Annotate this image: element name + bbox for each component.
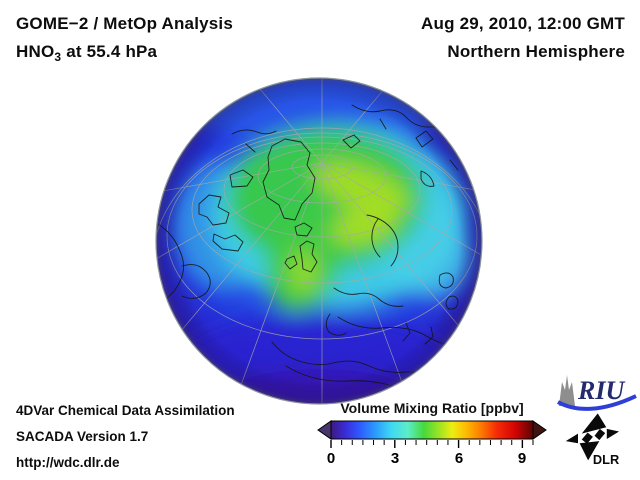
colorbar-tick-labels: 0 3 6 9 (316, 450, 548, 470)
datetime-label: Aug 29, 2010, 12:00 GMT (421, 14, 625, 33)
riu-label: RIU (577, 376, 625, 405)
globe-rim (155, 77, 483, 405)
colorbar-ticks (330, 440, 534, 448)
colorbar-overflow-arrow (532, 420, 547, 440)
globe-svg (155, 77, 483, 405)
species-level-title: HNO3 at 55.4 hPa (16, 42, 158, 64)
dlr-diamond-icon (565, 413, 620, 461)
instrument-title: GOME−2 / MetOp Analysis (16, 14, 234, 33)
colorbar-tick-label: 3 (390, 450, 400, 467)
colorbar-title: Volume Mixing Ratio [ppbv] (340, 400, 524, 416)
dlr-logo: DLR (562, 412, 626, 467)
riu-logo: RIU (556, 370, 640, 412)
globe-map (154, 76, 484, 406)
colorbar-underflow-arrow (317, 420, 332, 440)
colorbar-gradient (330, 420, 534, 440)
header-right: Aug 29, 2010, 12:00 GMT Northern Hemisph… (421, 10, 625, 66)
colorbar-tick-label: 9 (517, 450, 527, 467)
cathedral-icon (559, 375, 575, 406)
dlr-label: DLR (593, 452, 619, 466)
credit-line-2: SACADA Version 1.7 (16, 429, 149, 444)
colorbar-tick-label: 0 (326, 450, 336, 467)
hemisphere-label: Northern Hemisphere (447, 42, 625, 61)
header-left: GOME−2 / MetOp Analysis HNO3 at 55.4 hPa (16, 10, 233, 71)
limb-shading (156, 78, 482, 404)
colorbar-svg (317, 420, 547, 448)
species-subscript: 3 (54, 50, 62, 64)
colorbar: Volume Mixing Ratio [ppbv] 0 3 6 9 (316, 400, 548, 476)
credit-url: http://wdc.dlr.de (16, 455, 120, 470)
riu-wave-icon (557, 394, 637, 411)
credit-line-1: 4DVar Chemical Data Assimilation (16, 403, 235, 418)
colorbar-tick-label: 6 (454, 450, 464, 467)
credits: 4DVar Chemical Data Assimilation SACADA … (16, 398, 235, 476)
